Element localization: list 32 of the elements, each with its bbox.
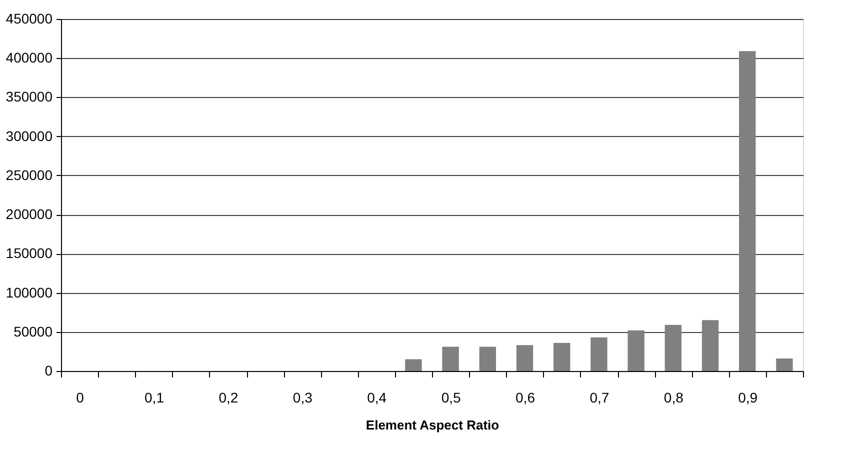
y-tick-label: 400000 xyxy=(6,50,53,66)
x-tick-label: 0,6 xyxy=(516,390,536,406)
y-tick-label: 450000 xyxy=(6,10,53,26)
bar xyxy=(739,51,756,371)
bar xyxy=(702,320,719,371)
bar xyxy=(590,337,608,371)
bar xyxy=(776,358,793,371)
bar xyxy=(516,345,534,371)
x-tick-label: 0,1 xyxy=(144,390,164,406)
y-tick-label: 100000 xyxy=(6,284,53,300)
y-tick-label: 50000 xyxy=(14,323,53,340)
y-tick-label: 250000 xyxy=(6,166,53,183)
bar xyxy=(479,346,496,371)
y-tick-label: 0 xyxy=(44,362,53,378)
bar xyxy=(442,346,459,371)
y-tick-label: 350000 xyxy=(6,88,53,105)
x-tick-label: 0,8 xyxy=(664,390,684,406)
y-tick-label: 150000 xyxy=(6,245,53,262)
x-tick-label: 0,4 xyxy=(367,390,387,406)
bar xyxy=(628,330,644,371)
y-tick-label: 200000 xyxy=(6,206,53,222)
bar xyxy=(664,324,682,371)
x-tick-label: 0,2 xyxy=(218,390,238,406)
y-tick-label: 300000 xyxy=(6,128,53,144)
x-tick-label: 0,7 xyxy=(590,390,610,406)
x-tick-label: 0,5 xyxy=(441,390,461,406)
x-axis-title: Element Aspect Ratio xyxy=(366,418,500,432)
x-tick-label: 0 xyxy=(76,390,84,406)
x-tick-label: 0,3 xyxy=(292,390,313,406)
bar xyxy=(405,359,422,371)
x-tick-label: 0,9 xyxy=(738,390,758,406)
bar xyxy=(554,342,570,371)
